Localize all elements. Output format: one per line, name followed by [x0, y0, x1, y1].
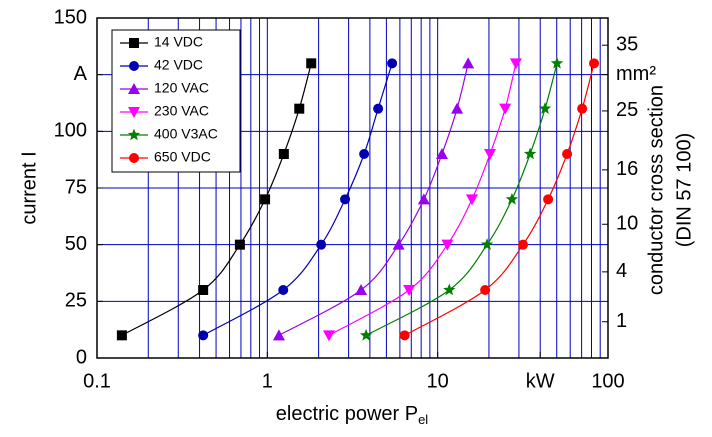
x-tick-label: 10	[427, 370, 449, 392]
marker	[417, 193, 430, 205]
marker	[316, 239, 327, 250]
marker	[129, 61, 139, 71]
legend-box	[111, 29, 241, 173]
marker	[543, 194, 554, 205]
marker	[278, 149, 289, 159]
marker	[272, 329, 285, 341]
series-line	[365, 63, 558, 336]
x-axis-label-main: electric power P	[276, 403, 418, 425]
legend-label: 120 VAC	[154, 80, 209, 96]
marker	[480, 285, 491, 295]
y2-tick-label: 35	[616, 33, 638, 55]
marker	[550, 56, 564, 69]
marker	[355, 284, 368, 295]
legend-label: 42 VDC	[154, 57, 203, 73]
marker	[128, 107, 140, 118]
marker	[234, 239, 245, 250]
marker	[589, 58, 600, 69]
marker	[484, 149, 497, 160]
marker	[127, 128, 141, 141]
y2-tick-label: 25	[616, 99, 638, 121]
marker	[538, 102, 552, 114]
legend: 14 VDC 42 VDC 120 VAC 230 VAC 400 V3AC 650 VD…	[111, 29, 241, 173]
marker	[359, 149, 370, 159]
x-axis-label: electric power Pel	[276, 403, 429, 427]
marker	[294, 103, 305, 114]
marker	[443, 283, 456, 296]
marker	[523, 147, 537, 160]
marker	[465, 194, 478, 206]
y-tick-label: A	[74, 63, 88, 85]
marker	[340, 194, 351, 205]
y2-axis-label: (DIN 57 100)	[673, 133, 695, 248]
y-tick-label: 100	[54, 120, 87, 142]
y-tick-label: 0	[76, 346, 87, 368]
marker	[403, 285, 416, 296]
y2-tick-label: mm²	[616, 63, 656, 85]
x-tick-label: 1	[262, 370, 273, 392]
marker	[128, 83, 140, 94]
x-tick-label: 100	[591, 370, 624, 392]
marker	[518, 239, 529, 250]
marker	[505, 192, 519, 205]
y2-tick-label: 10	[616, 213, 638, 235]
y2-tick-label: 16	[616, 158, 638, 180]
marker	[577, 103, 588, 114]
marker	[198, 330, 209, 341]
marker	[322, 330, 335, 342]
y2-tick-label: 4	[616, 260, 627, 282]
y-tick-label: 150	[54, 6, 87, 28]
marker	[480, 238, 494, 250]
marker	[129, 153, 139, 163]
marker	[260, 194, 271, 205]
y-axis-label: current I	[18, 151, 40, 224]
x-tick-label: kW	[526, 370, 555, 392]
marker	[306, 58, 317, 69]
marker	[392, 238, 405, 250]
y-tick-label: 25	[65, 290, 87, 312]
marker	[359, 328, 373, 341]
legend-label: 650 VDC	[154, 149, 211, 165]
x-tick-label: 0.1	[83, 370, 111, 392]
marker	[441, 239, 454, 251]
series-line	[278, 63, 469, 336]
marker	[509, 58, 522, 70]
marker	[499, 103, 512, 115]
marker	[116, 330, 127, 341]
y2-tick-label: 1	[616, 310, 627, 332]
series-line	[404, 63, 595, 336]
marker	[462, 57, 475, 69]
marker	[129, 38, 139, 48]
marker	[451, 102, 464, 114]
legend-label: 400 V3AC	[154, 126, 218, 142]
marker	[198, 285, 209, 295]
marker	[562, 149, 573, 159]
marker	[387, 58, 398, 69]
legend-label: 14 VDC	[154, 34, 203, 50]
x-axis-label-subscript: el	[418, 412, 428, 427]
marker	[278, 285, 289, 295]
y2-axis-label: conductor cross section	[645, 85, 667, 295]
y-tick-label: 50	[65, 233, 87, 255]
marker	[435, 148, 448, 159]
y-tick-label: 75	[65, 176, 87, 198]
marker	[373, 103, 384, 114]
legend-label: 230 VAC	[154, 103, 209, 119]
marker	[399, 330, 410, 341]
